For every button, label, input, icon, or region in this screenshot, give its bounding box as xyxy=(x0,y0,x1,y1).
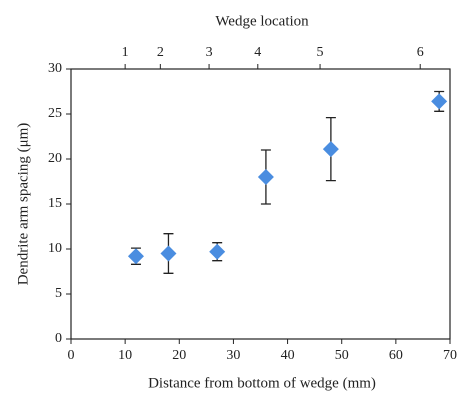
y-tick-label: 10 xyxy=(48,241,62,256)
top-axis-title: Wedge location xyxy=(215,13,309,29)
data-point xyxy=(209,243,226,260)
y-tick-label: 30 xyxy=(48,61,62,76)
x-tick-label: 70 xyxy=(443,348,457,363)
data-point xyxy=(160,245,177,262)
x-tick-label: 20 xyxy=(172,348,186,363)
x-tick-label: 10 xyxy=(118,348,132,363)
y-tick-label: 20 xyxy=(48,151,62,166)
x-tick-label: 30 xyxy=(226,348,240,363)
data-point xyxy=(431,93,448,110)
plot-frame xyxy=(70,68,451,340)
data-point xyxy=(322,141,339,158)
y-tick-label: 0 xyxy=(55,331,62,346)
data-point xyxy=(127,248,144,265)
x2-tick-label: 4 xyxy=(254,45,261,60)
x2-tick-label: 2 xyxy=(157,45,164,60)
x-tick-label: 0 xyxy=(68,348,75,363)
x2-tick-label: 1 xyxy=(122,45,129,60)
x2-tick-label: 5 xyxy=(317,45,324,60)
y-tick-label: 25 xyxy=(48,106,62,121)
x-tick-label: 50 xyxy=(335,348,349,363)
x2-tick-label: 3 xyxy=(206,45,213,60)
x-tick-label: 60 xyxy=(389,348,403,363)
x2-tick-label: 6 xyxy=(417,45,424,60)
y-tick-label: 5 xyxy=(55,286,62,301)
y-axis-label: Dendrite arm spacing (μm) xyxy=(15,123,31,286)
x-tick-label: 40 xyxy=(281,348,295,363)
data-point xyxy=(257,169,274,185)
x-axis-label: Distance from bottom of wedge (mm) xyxy=(148,375,376,391)
y-tick-label: 15 xyxy=(48,196,62,211)
